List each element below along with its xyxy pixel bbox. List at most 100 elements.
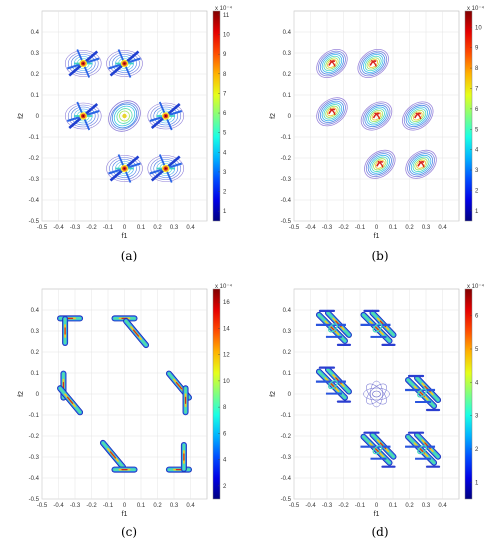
peak-0-cluster	[315, 309, 352, 347]
y-tick-label: 0.4	[31, 308, 40, 314]
colorbar-tick-label: 14	[223, 326, 230, 332]
x-tick-label: -0.2	[86, 225, 97, 231]
chart-svg-d: -0.5 -0.4 -0.3 -0.2 -0.1 0 0.1 0.2 0.3 0.4 0.4 0.3 0…	[270, 283, 485, 518]
colorbar-tick-label: 1	[475, 209, 479, 215]
y-tick-label: -0.1	[29, 135, 40, 141]
peak-8	[99, 439, 126, 470]
caption-c: (c)	[120, 525, 138, 539]
y-tick-label: -0.4	[29, 476, 40, 482]
y-tick-label: 0.3	[31, 51, 40, 57]
colorbar-tick-label: 6	[223, 111, 227, 117]
y-tick-label: -0.1	[281, 135, 292, 141]
x-tick-label: 0.3	[170, 225, 179, 231]
x-tick-label: 0	[375, 225, 379, 231]
colorbar	[464, 10, 473, 222]
colorbar	[212, 288, 221, 500]
peak-5-cluster	[405, 431, 442, 468]
x-tick-label: -0.4	[305, 225, 316, 231]
x-axis-label: f1	[122, 233, 128, 240]
colorbar-tick-label: 6	[475, 107, 479, 113]
panel-a: -0.5 -0.4 -0.3 -0.2 -0.1 0 0.1 0.2 0.3 0.4 0.4 0.3 0…	[6, 4, 246, 240]
peak-2-contours	[64, 101, 102, 131]
y-tick-label: -0.5	[29, 219, 40, 225]
colorbar-tick-label: 7	[223, 91, 227, 97]
y-tick-label: -0.2	[281, 434, 292, 440]
y-tick-label: 0	[288, 392, 292, 398]
y-tick-label: 0.1	[31, 371, 40, 377]
colorbar-tick-label: 2	[475, 188, 479, 194]
peak-4-contours	[147, 101, 185, 131]
colorbar-tick-label: 2	[223, 484, 227, 490]
y-tick-label: -0.3	[29, 177, 40, 183]
y-tick-label: -0.1	[281, 413, 292, 419]
x-tick-label: -0.1	[355, 503, 366, 509]
peaks-layer	[315, 309, 442, 468]
colorbar-tick-label: 10	[223, 33, 230, 39]
y-tick-label: -0.5	[29, 497, 40, 503]
y-tick-label: 0.1	[283, 93, 292, 99]
y-tick-label: 0	[36, 114, 40, 120]
x-tick-label: 0.1	[389, 225, 398, 231]
y-axis-label: f2	[18, 113, 25, 119]
x-tick-label: 0	[375, 503, 379, 509]
grid-lines	[293, 11, 459, 222]
colorbar-tick-label: 12	[223, 353, 230, 359]
colorbar-tick-label: 6	[475, 314, 479, 320]
colorbar-tick-label: 8	[223, 72, 227, 78]
y-tick-label: -0.2	[29, 434, 40, 440]
x-tick-label: -0.5	[289, 503, 300, 509]
caption-b: (b)	[371, 249, 389, 263]
x-tick-label: 0.2	[153, 225, 162, 231]
panel-c: -0.5 -0.4 -0.3 -0.2 -0.1 0 0.1 0.2 0.3 0.4 0.4 0.3 0…	[6, 282, 246, 518]
colorbar-tick-label: 16	[223, 300, 230, 306]
grid-lines	[41, 289, 207, 500]
peak-4-contours	[402, 101, 434, 131]
peak-3-cluster	[405, 374, 442, 412]
x-tick-label: 0.2	[405, 503, 414, 509]
peak-1-contours	[357, 48, 389, 79]
y-tick-label: 0.2	[283, 350, 292, 356]
y-tick-label: -0.3	[29, 455, 40, 461]
y-tick-label: 0	[36, 392, 40, 398]
peak-3-contours	[360, 101, 393, 131]
y-tick-label: 0.1	[31, 93, 40, 99]
colorbar-exponent: x 10⁻⁴	[467, 283, 485, 290]
y-tick-label: 0.2	[31, 72, 40, 78]
y-axis-label: f2	[18, 391, 25, 397]
y-axis-label: f2	[270, 391, 277, 397]
y-tick-label: -0.2	[29, 156, 40, 162]
x-axis-label: f1	[122, 511, 128, 518]
y-tick-label: -0.3	[281, 177, 292, 183]
y-tick-label: -0.4	[281, 476, 292, 482]
x-tick-label: 0.3	[422, 503, 431, 509]
x-tick-label: -0.4	[53, 503, 64, 509]
y-tick-label: 0	[288, 114, 292, 120]
y-tick-label: 0.2	[31, 350, 40, 356]
colorbar-exponent: x 10⁻⁴	[215, 5, 233, 12]
x-tick-label: 0.4	[186, 503, 195, 509]
colorbar-tick-label: 10	[475, 25, 482, 31]
colorbar-tick-label: 4	[223, 150, 227, 156]
x-tick-label: 0.4	[438, 503, 447, 509]
colorbar-exponent: x 10⁻⁴	[215, 283, 233, 290]
panel-d: -0.5 -0.4 -0.3 -0.2 -0.1 0 0.1 0.2 0.3 0.4 0.4 0.3 0…	[258, 282, 498, 518]
peaks-layer	[316, 48, 437, 179]
colorbar-tick-label: 6	[223, 431, 227, 437]
colorbar-tick-label: 2	[475, 447, 479, 453]
peak-6-contours	[405, 149, 437, 179]
x-tick-label: 0	[123, 503, 127, 509]
grid-lines	[41, 11, 207, 222]
colorbar-tick-label: 9	[223, 52, 227, 58]
x-tick-label: 0.1	[137, 503, 146, 509]
peak-0-contours	[316, 48, 348, 79]
x-tick-label: 0	[123, 225, 127, 231]
y-tick-label: -0.4	[29, 198, 40, 204]
x-tick-label: -0.5	[289, 225, 300, 231]
colorbar-tick-label: 5	[475, 347, 479, 353]
colorbar	[212, 10, 221, 222]
x-tick-label: 0.1	[137, 225, 146, 231]
x-axis-label: f1	[374, 233, 380, 240]
x-tick-label: -0.2	[86, 503, 97, 509]
peaks-layer	[57, 315, 192, 473]
peak-6-contours	[147, 154, 185, 183]
